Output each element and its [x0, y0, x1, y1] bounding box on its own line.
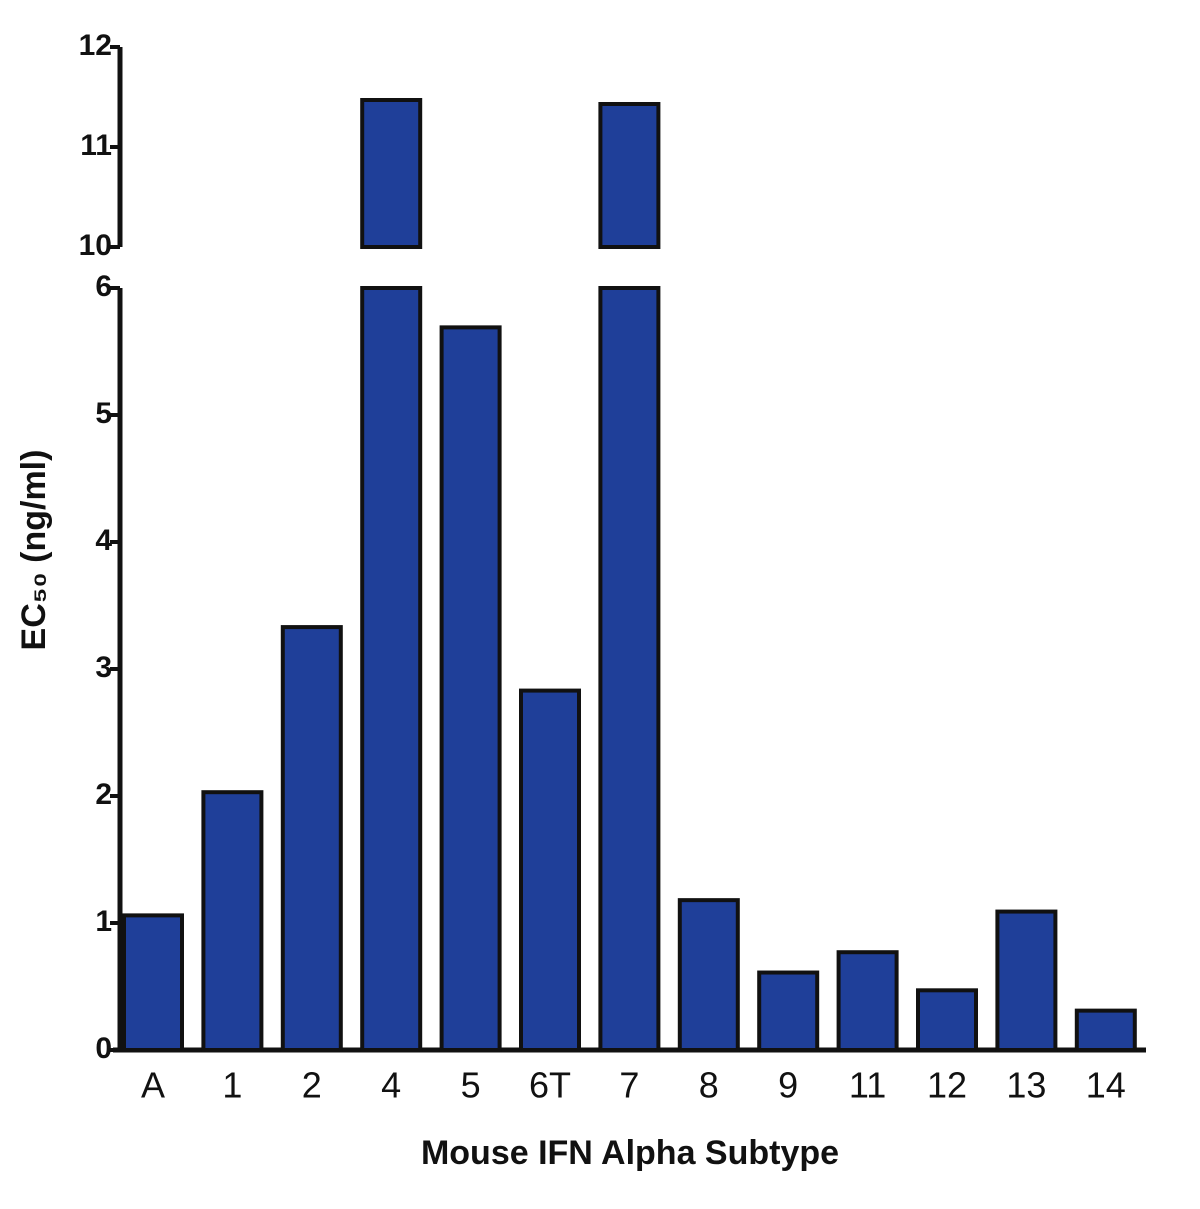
x-tick-label: 2 — [302, 1065, 322, 1106]
bar — [598, 286, 661, 1052]
bar — [439, 325, 502, 1052]
y-tick-label: 0 — [95, 1032, 112, 1065]
bar — [122, 913, 184, 1052]
bar — [836, 950, 899, 1053]
y-tick-label: 5 — [95, 397, 112, 430]
y-tick-label: 2 — [95, 778, 112, 811]
x-axis-label: Mouse IFN Alpha Subtype — [421, 1134, 839, 1172]
x-tick-label: 11 — [849, 1065, 886, 1106]
y-tick-label: 6 — [95, 270, 112, 303]
x-tick-label: 14 — [1086, 1065, 1126, 1106]
x-tick-label: 13 — [1006, 1065, 1046, 1106]
bar — [598, 102, 661, 249]
bar — [916, 988, 978, 1052]
x-tick-label: A — [141, 1065, 165, 1106]
x-tick-label: 9 — [778, 1065, 798, 1106]
y-tick-label: 4 — [95, 524, 112, 557]
y-tick-label: 3 — [95, 651, 112, 684]
y-tick-label: 1 — [95, 905, 112, 938]
bar — [677, 898, 740, 1053]
bar — [995, 909, 1058, 1052]
y-tick-label: 11 — [80, 129, 112, 162]
x-tick-label: 12 — [927, 1065, 967, 1106]
y-tick-label: 10 — [79, 229, 112, 262]
bar — [201, 790, 264, 1052]
bar — [360, 98, 423, 249]
bar — [757, 970, 820, 1053]
x-tick-label: 5 — [461, 1065, 481, 1106]
bar — [519, 688, 581, 1053]
x-tick-label: 7 — [619, 1065, 639, 1106]
bar — [360, 286, 423, 1052]
bar — [1074, 1008, 1137, 1053]
x-tick-label: 8 — [699, 1065, 719, 1106]
x-tick-label: 1 — [222, 1065, 242, 1106]
y-tick-label: 12 — [79, 29, 112, 62]
y-axis-label: EC₅₀ (ng/ml) — [15, 450, 53, 651]
bar — [280, 625, 343, 1053]
x-tick-label: 4 — [381, 1065, 401, 1106]
x-tick-label: 6T — [529, 1065, 571, 1106]
